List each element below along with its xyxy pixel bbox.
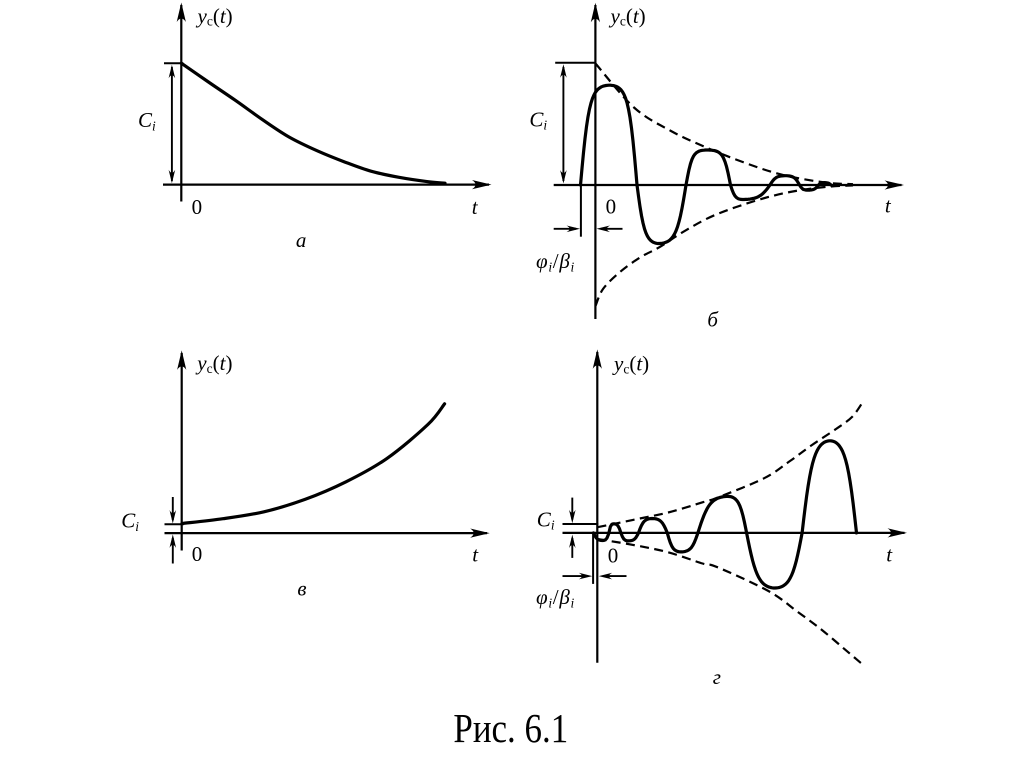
svg-text:0: 0 <box>606 194 617 218</box>
svg-text:Рис. 6.1: Рис. 6.1 <box>453 705 568 751</box>
svg-text:t: t <box>885 194 892 218</box>
svg-text:yc(t): yc(t) <box>196 4 233 29</box>
svg-text:Ci: Ci <box>529 107 547 132</box>
svg-text:0: 0 <box>192 542 203 566</box>
svg-text:Ci: Ci <box>121 509 139 534</box>
svg-text:г: г <box>713 665 721 689</box>
svg-text:φi/βi: φi/βi <box>536 249 575 274</box>
svg-text:а: а <box>296 228 307 252</box>
svg-text:Ci: Ci <box>138 108 156 133</box>
svg-text:в: в <box>297 576 306 600</box>
svg-text:yc(t): yc(t) <box>609 4 646 29</box>
svg-text:t: t <box>472 195 479 219</box>
svg-text:φi/βi: φi/βi <box>536 585 575 610</box>
svg-text:Ci: Ci <box>537 507 555 532</box>
svg-text:t: t <box>886 543 893 567</box>
svg-text:t: t <box>472 542 479 566</box>
svg-text:0: 0 <box>608 544 619 568</box>
svg-text:0: 0 <box>192 195 203 219</box>
svg-text:yc(t): yc(t) <box>612 352 649 377</box>
svg-text:yc(t): yc(t) <box>195 351 232 376</box>
svg-text:б: б <box>707 307 719 331</box>
